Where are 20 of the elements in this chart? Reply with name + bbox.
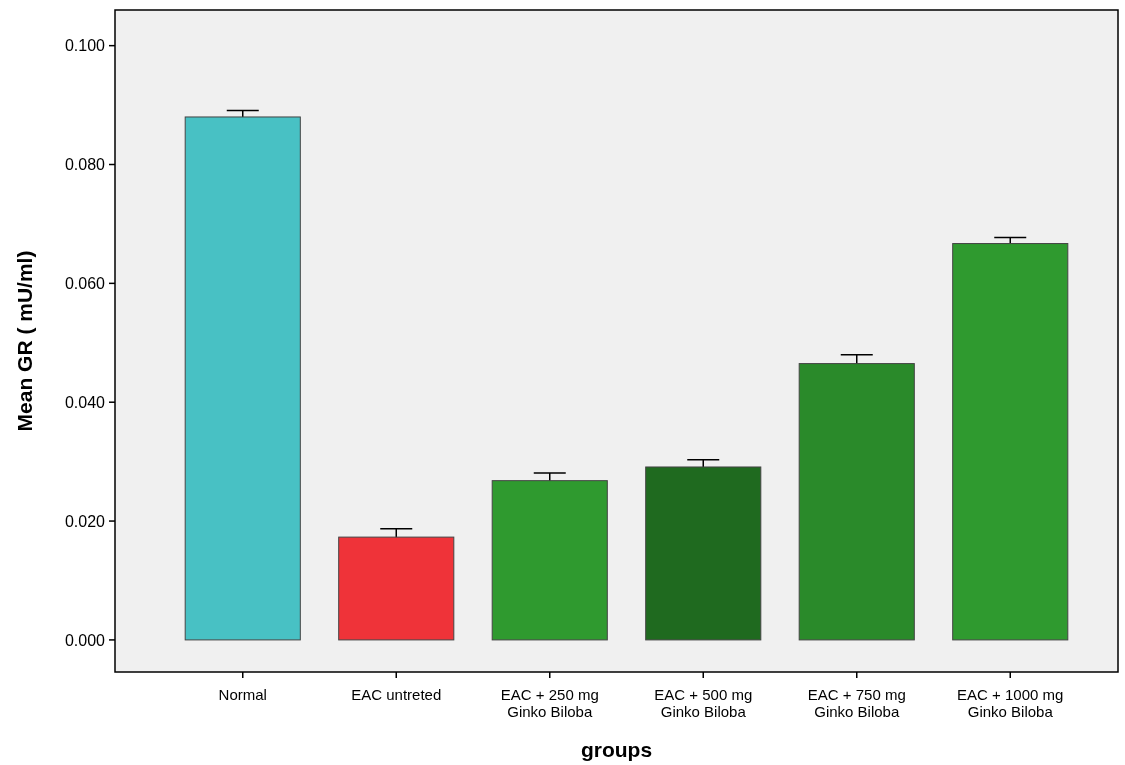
x-tick-label: EAC + 1000 mg Ginko Biloba (957, 686, 1064, 720)
x-tick-label: EAC + 500 mg Ginko Biloba (654, 686, 753, 720)
y-axis-title: Mean GR ( mU/ml) (13, 250, 36, 432)
y-tick-label: 0.000 (64, 631, 106, 649)
x-tick-label: EAC + 750 mg Ginko Biloba (807, 686, 906, 720)
y-tick-label: 0.100 (64, 37, 106, 55)
x-axis-title: groups (580, 738, 653, 761)
bar (491, 480, 608, 641)
x-tick-label: EAC + 250 mg Ginko Biloba (500, 686, 599, 720)
y-tick-label: 0.020 (64, 512, 106, 530)
bar (184, 116, 301, 641)
bar (338, 536, 455, 641)
y-tick-label: 0.080 (64, 156, 106, 174)
y-tick-label: 0.060 (64, 274, 106, 292)
bar (645, 466, 762, 641)
y-tick-label: 0.040 (64, 393, 106, 411)
bar (798, 363, 915, 641)
x-tick-label: EAC untreted (351, 686, 442, 703)
x-tick-label: Normal (218, 686, 267, 703)
bar (952, 243, 1069, 641)
